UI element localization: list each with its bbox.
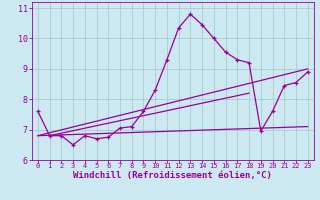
X-axis label: Windchill (Refroidissement éolien,°C): Windchill (Refroidissement éolien,°C) [73,171,272,180]
